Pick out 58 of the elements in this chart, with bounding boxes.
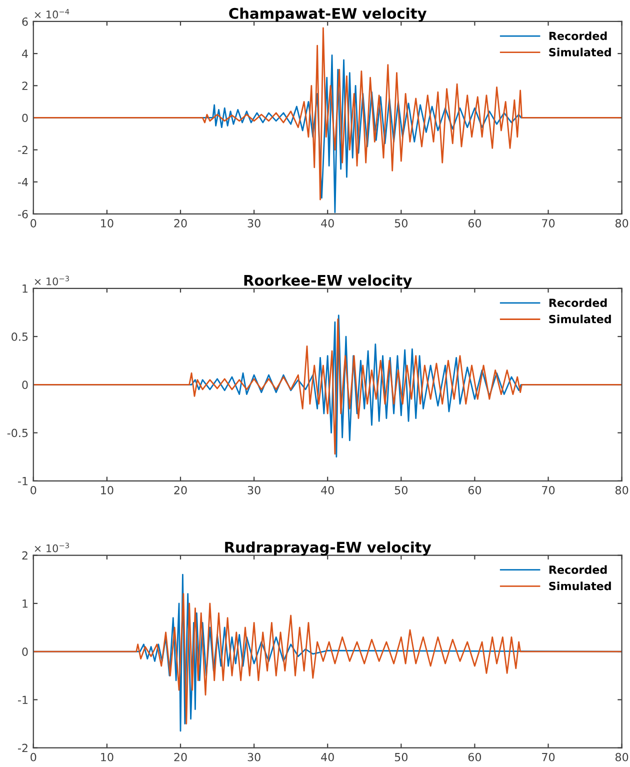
legend-label: Simulated (549, 48, 611, 56)
y-tick-label: 4 (22, 50, 28, 58)
line-series (33, 593, 622, 724)
text: × 10$^{−3}$ (34, 542, 69, 552)
y-tick-label: -2 (18, 146, 28, 154)
x-tick-label: 0 (30, 486, 36, 494)
y-tick-label: -6 (18, 210, 28, 218)
legend-label: Recorded (549, 565, 607, 574)
chart-title: Champawat-EW velocity (229, 8, 427, 22)
x-tick-label: 0 (30, 219, 36, 228)
x-tick-label: 80 (615, 752, 628, 762)
x-tick-label: 10 (101, 486, 114, 494)
x-tick-label: 60 (468, 752, 482, 762)
x-tick-label: 70 (542, 486, 555, 494)
y-tick-label: 1 (22, 284, 28, 293)
x-tick-label: 20 (174, 486, 187, 494)
text: × 10$^{−3}$ (34, 276, 69, 286)
x-tick-label: 10 (101, 752, 114, 762)
x-tick-label: 80 (615, 219, 628, 228)
y-tick-label: 0 (22, 114, 28, 122)
chart-title: Roorkee-EW velocity (244, 274, 412, 289)
x-tick-label: 80 (615, 486, 628, 494)
x-tick-label: 70 (542, 219, 555, 228)
legend-label: Recorded (549, 31, 607, 40)
legend-label: Recorded (549, 298, 607, 307)
y-tick-label: -1 (18, 477, 28, 486)
y-tick-label: -4 (18, 178, 28, 186)
x-tick-label: 70 (542, 752, 555, 762)
x-tick-label: 30 (248, 486, 260, 494)
y-tick-label: 1 (22, 600, 28, 608)
text: × 10$^{−4}$ (34, 8, 70, 18)
x-tick-label: 60 (468, 219, 482, 228)
x-tick-label: 10 (101, 219, 114, 228)
y-tick-label: -2 (18, 744, 28, 752)
x-tick-label: 30 (248, 752, 260, 762)
x-tick-label: 20 (174, 219, 187, 228)
y-tick-label: 0 (22, 648, 28, 656)
x-tick-label: 30 (248, 219, 260, 228)
x-tick-label: 50 (394, 752, 408, 762)
y-tick-label: 0 (22, 380, 28, 390)
x-tick-label: 50 (394, 486, 408, 494)
x-tick-label: 40 (321, 486, 334, 494)
x-tick-label: 0 (30, 752, 36, 762)
y-tick-label: 6 (22, 17, 28, 26)
x-tick-label: 50 (394, 219, 408, 228)
legend-label: Simulated (549, 314, 611, 324)
y-tick-label: 2 (22, 551, 28, 560)
x-tick-label: 60 (468, 486, 482, 494)
line-series (33, 27, 622, 200)
x-tick-label: 40 (321, 219, 334, 228)
legend-label: Simulated (549, 582, 611, 590)
y-tick-label: -0.5 (7, 428, 28, 438)
y-tick-label: 2 (22, 82, 28, 90)
chart-title: Rudraprayag-EW velocity (225, 541, 432, 556)
y-tick-label: 0.5 (12, 332, 28, 341)
x-tick-label: 40 (321, 752, 334, 762)
x-tick-label: 20 (174, 752, 187, 762)
y-tick-label: -1 (18, 696, 28, 704)
